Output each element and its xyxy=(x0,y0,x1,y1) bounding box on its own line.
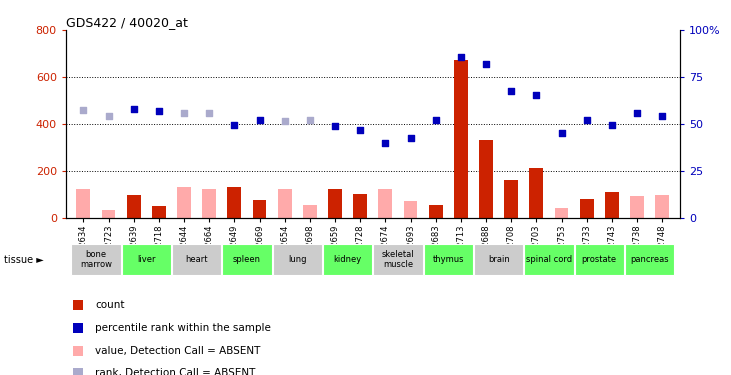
Text: spinal cord: spinal cord xyxy=(526,255,572,264)
Bar xyxy=(429,205,443,218)
Text: spleen: spleen xyxy=(233,255,261,264)
Text: skeletal
muscle: skeletal muscle xyxy=(382,251,414,269)
Point xyxy=(581,117,593,123)
Bar xyxy=(474,244,523,275)
Bar xyxy=(152,206,166,218)
Bar xyxy=(102,210,115,218)
Point xyxy=(430,117,442,123)
Bar xyxy=(222,244,272,275)
Point xyxy=(72,325,84,331)
Bar xyxy=(404,201,417,217)
Point xyxy=(279,118,291,124)
Text: kidney: kidney xyxy=(333,255,362,264)
Point xyxy=(77,106,89,112)
Bar xyxy=(504,180,518,218)
Bar xyxy=(278,189,292,217)
Bar xyxy=(529,168,543,217)
Bar xyxy=(479,140,493,218)
Text: count: count xyxy=(95,300,125,310)
Text: prostate: prostate xyxy=(582,255,617,264)
Text: GDS422 / 40020_at: GDS422 / 40020_at xyxy=(66,16,188,29)
Point xyxy=(178,110,190,116)
Bar xyxy=(454,60,468,217)
Bar xyxy=(555,208,569,218)
Point xyxy=(153,108,164,114)
Text: pancreas: pancreas xyxy=(630,255,669,264)
Point xyxy=(229,122,240,128)
Point xyxy=(254,117,265,123)
Point xyxy=(72,370,84,375)
Point xyxy=(455,54,466,60)
Bar xyxy=(227,187,241,218)
Bar xyxy=(575,244,624,275)
Bar xyxy=(172,244,221,275)
Point xyxy=(531,92,542,98)
Point xyxy=(329,123,341,129)
Text: thymus: thymus xyxy=(433,255,464,264)
Bar xyxy=(630,196,644,217)
Bar xyxy=(328,189,342,217)
Text: tissue ►: tissue ► xyxy=(4,255,43,265)
Bar xyxy=(72,244,121,275)
Bar xyxy=(625,244,674,275)
Point xyxy=(556,130,567,136)
Bar xyxy=(303,205,317,218)
Bar xyxy=(273,244,322,275)
Bar xyxy=(323,244,372,275)
Bar xyxy=(253,200,267,217)
Point xyxy=(405,135,417,141)
Point xyxy=(656,112,668,118)
Point xyxy=(72,348,84,354)
Bar xyxy=(202,189,216,217)
Point xyxy=(304,117,316,123)
Point xyxy=(72,302,84,308)
Bar xyxy=(424,244,473,275)
Bar xyxy=(177,187,191,218)
Text: brain: brain xyxy=(488,255,510,264)
Point xyxy=(103,112,115,118)
Bar xyxy=(126,195,140,217)
Point xyxy=(606,122,618,128)
Point xyxy=(355,127,366,133)
Text: heart: heart xyxy=(186,255,208,264)
Bar xyxy=(374,244,423,275)
Text: rank, Detection Call = ABSENT: rank, Detection Call = ABSENT xyxy=(95,368,256,375)
Bar xyxy=(524,244,574,275)
Point xyxy=(631,110,643,116)
Point xyxy=(128,106,140,112)
Bar xyxy=(121,244,171,275)
Text: liver: liver xyxy=(137,255,156,264)
Bar xyxy=(353,194,367,217)
Point xyxy=(480,61,492,67)
Point xyxy=(379,140,391,146)
Text: bone
marrow: bone marrow xyxy=(80,251,112,269)
Bar xyxy=(379,189,393,217)
Bar xyxy=(580,199,594,217)
Bar xyxy=(77,189,91,217)
Text: lung: lung xyxy=(288,255,306,264)
Text: percentile rank within the sample: percentile rank within the sample xyxy=(95,323,271,333)
Point xyxy=(203,110,215,116)
Bar xyxy=(655,195,669,217)
Text: value, Detection Call = ABSENT: value, Detection Call = ABSENT xyxy=(95,346,261,356)
Bar xyxy=(605,192,619,217)
Point xyxy=(505,88,517,94)
